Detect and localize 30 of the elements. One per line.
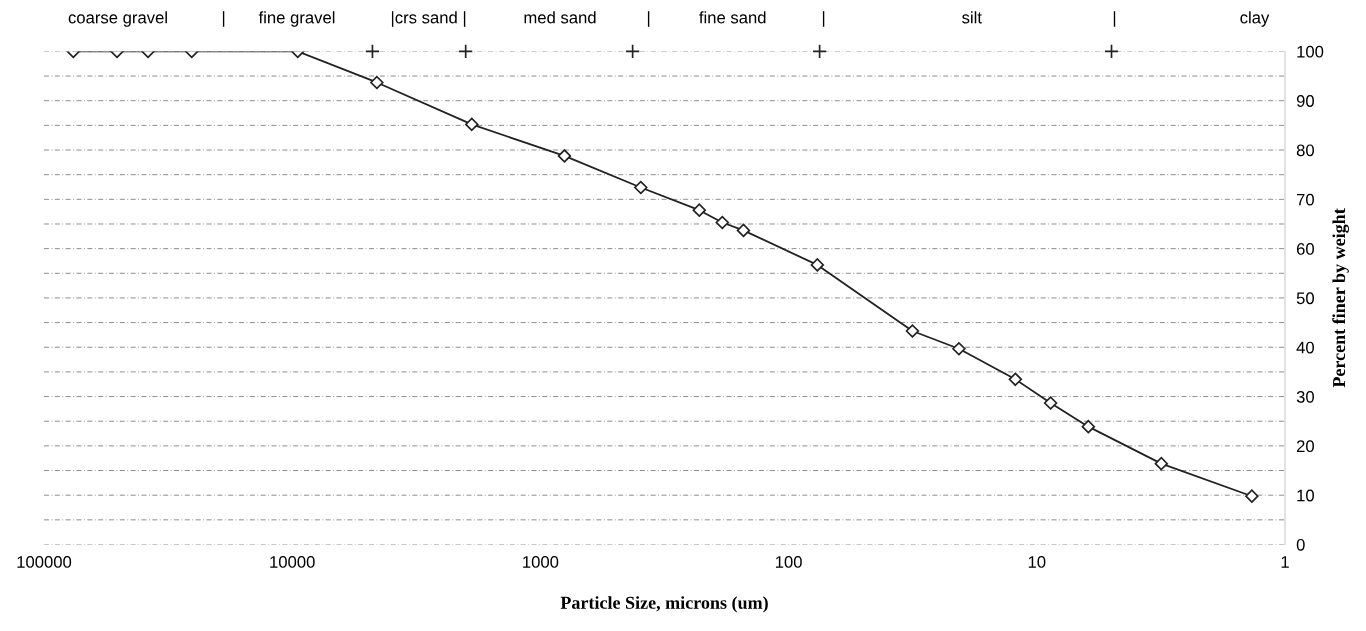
text: fine gravel <box>258 11 335 27</box>
x-tick-label: 10 <box>1028 556 1046 568</box>
y-tick-label: 100 <box>1297 45 1324 58</box>
text: | <box>822 11 825 27</box>
text: silt <box>962 11 982 24</box>
x-tick-label: 100 <box>775 556 802 568</box>
x-tick-label: 1 <box>1281 556 1289 568</box>
y-tick-label: 40 <box>1296 341 1314 354</box>
y-tick-label: 0 <box>1296 538 1305 551</box>
y-tick-label: 70 <box>1296 193 1314 206</box>
x-tick-label: 1000 <box>523 556 559 568</box>
text: med sand <box>524 11 596 24</box>
y-tick-label: 10 <box>1297 489 1314 502</box>
y-tick-label: 60 <box>1296 243 1314 255</box>
x-tick-label: 100000 <box>17 556 72 568</box>
text: fine sand <box>699 11 766 24</box>
x-tick-label: 10000 <box>270 556 315 568</box>
y-tick-label: 20 <box>1296 440 1314 453</box>
y-axis-title: Percent finer by weight <box>1332 208 1349 388</box>
y-tick-label: 80 <box>1296 144 1314 157</box>
text: coarse gravel <box>68 11 167 27</box>
text: | <box>222 11 225 27</box>
x-axis-title: Particle Size, microns (um) <box>560 596 768 613</box>
text: |crs sand | <box>391 11 466 27</box>
y-tick-label: 30 <box>1296 390 1314 403</box>
y-tick-label: 90 <box>1296 95 1314 107</box>
text: | <box>1113 11 1116 27</box>
text: | <box>647 11 650 27</box>
text: clay <box>1240 11 1270 27</box>
y-tick-label: 50 <box>1296 292 1314 305</box>
